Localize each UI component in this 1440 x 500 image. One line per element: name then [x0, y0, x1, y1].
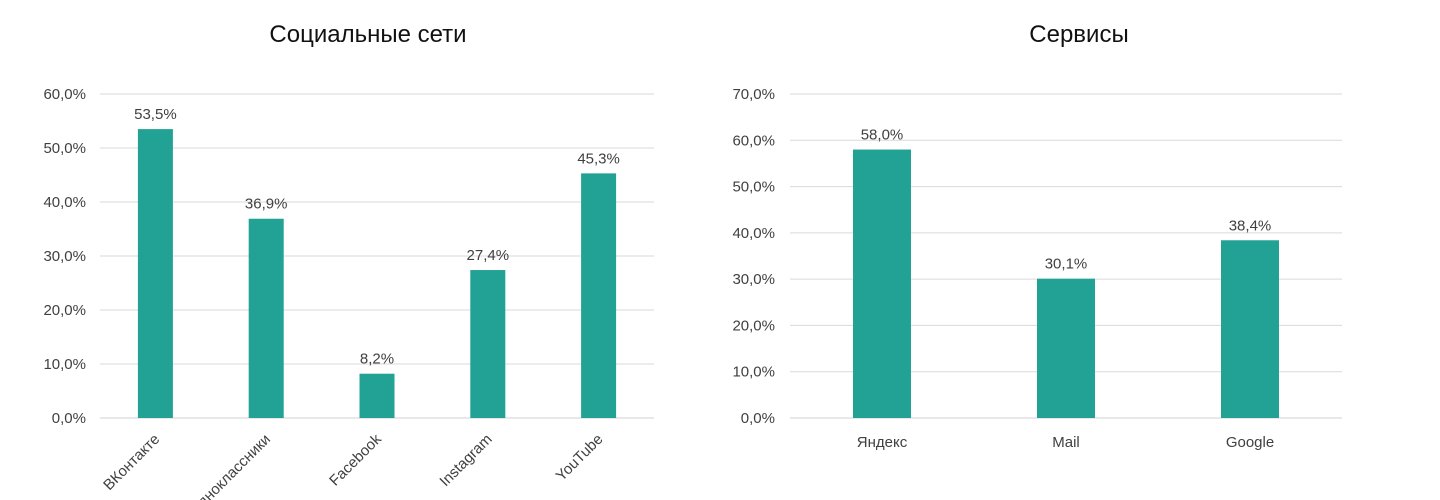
data-label: 45,3% — [577, 150, 620, 167]
data-labels: 58,0% 30,1% 38,4% — [861, 127, 1272, 273]
y-tick-label: 30,0% — [43, 248, 86, 265]
bar — [1037, 278, 1095, 418]
y-tick-label: 60,0% — [732, 132, 775, 149]
data-label: 58,0% — [861, 127, 904, 144]
bar — [1221, 240, 1279, 418]
bar — [248, 218, 284, 418]
data-label: 53,5% — [134, 106, 177, 123]
category-label: Одноклассники — [186, 431, 274, 500]
category-label: Facebook — [326, 430, 385, 489]
category-label: Google — [1226, 434, 1274, 451]
y-tick-label: 70,0% — [732, 86, 775, 103]
y-tick-label: 40,0% — [732, 225, 775, 242]
social-networks-chart: Социальные сети 0,0% 10,0% 20,0% 30,0% 40,0%… — [43, 21, 654, 500]
category-label: Instagram — [436, 431, 495, 490]
bar — [470, 270, 506, 418]
y-tick-label: 10,0% — [43, 356, 86, 373]
bars — [137, 129, 617, 418]
data-label: 38,4% — [1229, 217, 1272, 234]
y-tick-label: 20,0% — [732, 317, 775, 334]
bars — [853, 149, 1279, 419]
bar — [359, 373, 395, 418]
category-label: ВКонтакте — [100, 431, 163, 494]
y-tick-label: 20,0% — [43, 302, 86, 319]
services-chart: Сервисы 0,0% 10,0% 20,0% 30,0% 40,0% 50,0% 60,… — [732, 21, 1342, 451]
category-label: Яндекс — [857, 434, 908, 451]
y-tick-labels: 0,0% 10,0% 20,0% 30,0% 40,0% 50,0% 60,0% 70,0% — [732, 86, 775, 427]
bar — [581, 173, 617, 418]
data-label: 30,1% — [1045, 256, 1088, 273]
y-tick-label: 0,0% — [741, 410, 775, 427]
y-tick-labels: 0,0% 10,0% 20,0% 30,0% 40,0% 50,0% 60,0% — [43, 86, 86, 427]
category-label: Mail — [1052, 434, 1080, 451]
bar — [137, 129, 173, 418]
y-gridlines — [100, 93, 654, 419]
data-labels: 53,5% 36,9% 8,2% 27,4% 45,3% — [134, 106, 620, 368]
y-tick-label: 40,0% — [43, 194, 86, 211]
data-label: 27,4% — [467, 247, 510, 264]
y-tick-label: 10,0% — [732, 364, 775, 381]
y-tick-label: 30,0% — [732, 271, 775, 288]
y-tick-label: 60,0% — [43, 86, 86, 103]
y-tick-label: 50,0% — [43, 140, 86, 157]
bar — [853, 149, 911, 419]
data-label: 8,2% — [360, 351, 394, 368]
chart-title-social: Социальные сети — [269, 21, 466, 48]
data-label: 36,9% — [245, 196, 288, 213]
category-labels: ВКонтакте Одноклассники Facebook Instagram Y… — [100, 430, 606, 500]
y-tick-label: 0,0% — [52, 410, 86, 427]
category-labels: Яндекс Mail Google — [857, 434, 1274, 451]
category-label: YouTube — [553, 431, 607, 485]
chart-title-services: Сервисы — [1029, 21, 1128, 48]
y-tick-label: 50,0% — [732, 179, 775, 196]
